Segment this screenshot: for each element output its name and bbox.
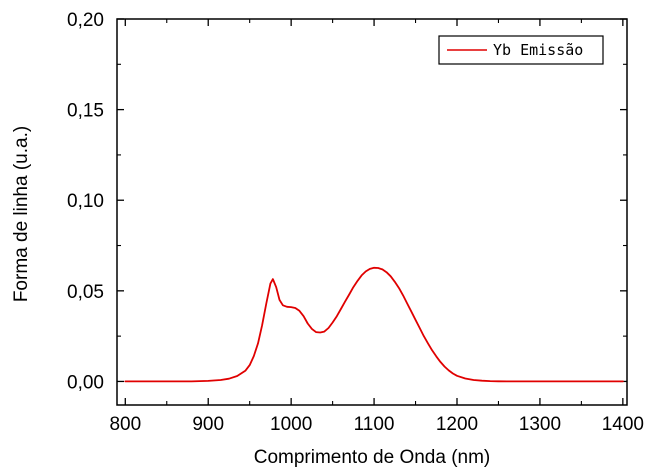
x-tick-label: 1400 [602,414,644,435]
legend-label-yb-emissao: Yb Emissão [493,41,583,59]
y-tick-label: 0,00 [67,372,104,393]
legend: Yb Emissão [438,35,604,65]
x-tick-label: 1100 [354,414,395,435]
x-tick-label: 1000 [270,414,312,435]
x-tick-label: 800 [109,414,141,435]
y-tick-label: 0,15 [67,101,104,122]
x-tick-label: 1200 [436,414,478,435]
series-layer [124,266,624,383]
y-axis-title: Forma de linha (u.a.) [11,126,32,302]
y-axis-ticks: 0,00 0,05 0,10 0,15 0,20 [67,10,627,393]
y-tick-label: 0,05 [67,282,104,303]
plot-area-frame [116,18,628,406]
y-tick-label: 0,10 [67,191,104,212]
x-tick-label: 900 [192,414,224,435]
y-tick-label: 0,20 [67,10,104,31]
x-tick-label: 1300 [519,414,561,435]
x-axis-title: Comprimento de Onda (nm) [254,447,491,468]
series-line-yb-emissao [124,266,624,383]
x-axis-ticks: 800 900 1000 1100 1200 1300 1400 [109,19,644,435]
